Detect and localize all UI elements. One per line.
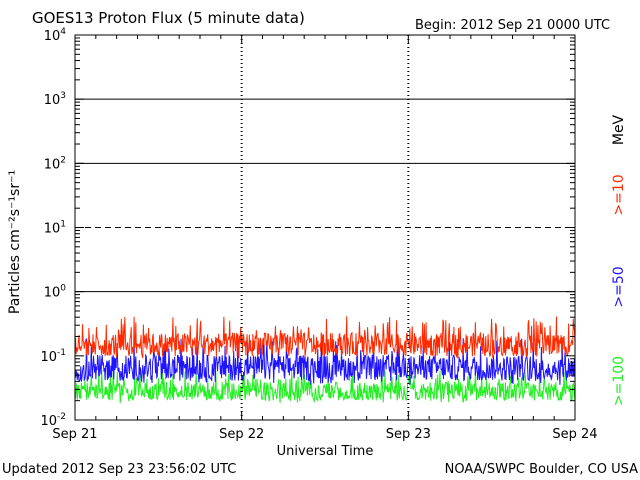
x-tick-label: Sep 22 [219, 427, 264, 442]
chart-title: GOES13 Proton Flux (5 minute data) [32, 9, 305, 27]
legend-item-50mev: >=50 [611, 266, 627, 307]
y-axis-ticks: 10-2 10-1 100 101 102 103 104 [40, 27, 575, 429]
x-axis-label: Universal Time [277, 444, 374, 459]
legend-item-100mev: >=100 [611, 356, 627, 406]
series-line-10MeV [74, 316, 576, 359]
x-tick-label: Sep 24 [552, 427, 597, 442]
plot-grid [75, 35, 575, 420]
x-tick-label: Sep 23 [386, 427, 431, 442]
series-line-100MeV [74, 370, 576, 404]
legend: MeV >=10 >=50 >=100 [611, 114, 627, 406]
x-axis-ticks: Sep 21 Sep 22 Sep 23 Sep 24 [52, 35, 598, 442]
x-tick-label: Sep 21 [52, 427, 97, 442]
y-tick-label: 101 [44, 220, 66, 237]
updated-time: Updated 2012 Sep 23 23:56:02 UTC [2, 462, 236, 477]
series-line-50MeV [74, 338, 576, 385]
plot-series [74, 316, 576, 404]
y-tick-label: 103 [44, 91, 66, 108]
legend-unit: MeV [611, 114, 627, 145]
begin-time: Begin: 2012 Sep 21 0000 UTC [415, 18, 610, 33]
y-tick-label: 10-2 [40, 412, 66, 429]
y-tick-label: 102 [44, 155, 66, 172]
credit-text: NOAA/SWPC Boulder, CO USA [445, 462, 638, 477]
y-tick-label: 10-1 [40, 348, 66, 365]
legend-item-10mev: >=10 [611, 174, 627, 215]
y-axis-label: Particles cm⁻²s⁻¹sr⁻¹ [7, 170, 23, 314]
y-tick-label: 104 [44, 27, 67, 44]
y-tick-label: 100 [44, 284, 67, 301]
